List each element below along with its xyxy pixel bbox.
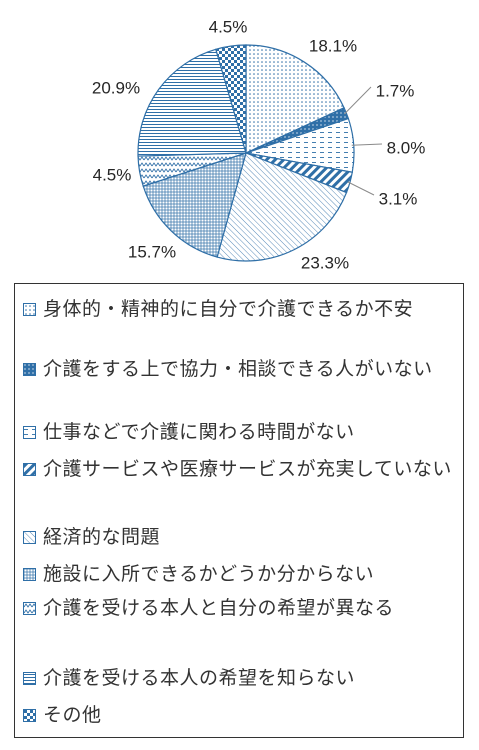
- leader-line: [351, 143, 383, 146]
- legend-item: 施設に入所できるかどうか分からない: [23, 561, 457, 588]
- legend-swatch: [23, 672, 36, 685]
- data-label: 18.1%: [309, 36, 357, 55]
- legend-item: 介護サービスや医療サービスが充実していない: [23, 456, 457, 483]
- legend-item: 身体的・精神的に自分で介護できるか不安: [23, 296, 457, 323]
- chart-legend: 身体的・精神的に自分で介護できるか不安 介護をする上で協力・相談できる人がいない…: [14, 283, 464, 738]
- leader-line: [344, 86, 372, 115]
- legend-swatch: [23, 602, 36, 615]
- data-label: 15.7%: [128, 242, 176, 261]
- legend-item: 経済的な問題: [23, 524, 457, 551]
- data-label: 23.3%: [301, 253, 349, 272]
- data-label: 3.1%: [379, 189, 418, 208]
- legend-item: 介護をする上で協力・相談できる人がいない: [23, 356, 457, 383]
- data-label: 1.7%: [376, 81, 415, 100]
- legend-swatch: [23, 568, 36, 581]
- legend-label: 身体的・精神的に自分で介護できるか不安: [43, 298, 414, 320]
- pie-chart: 18.1% 1.7% 8.0% 3.1% 23.3% 15.7% 4.5% 20.9% 4.5%: [92, 17, 426, 272]
- legend-label: 介護を受ける本人と自分の希望が異なる: [43, 597, 395, 619]
- pie-slice: [215, 44, 247, 154]
- pie-slice: [245, 44, 345, 154]
- data-label: 20.9%: [92, 78, 140, 97]
- legend-label: 介護をする上で協力・相談できる人がいない: [43, 358, 433, 380]
- data-label: 4.5%: [93, 165, 132, 184]
- legend-label: 施設に入所できるかどうか分からない: [43, 563, 375, 585]
- legend-swatch: [23, 709, 36, 722]
- pie-slice: [137, 48, 247, 157]
- legend-item: 介護を受ける本人の希望を知らない: [23, 665, 457, 692]
- legend-item: 仕事などで介護に関わる時間がない: [23, 419, 457, 446]
- legend-swatch: [23, 463, 36, 476]
- legend-swatch: [23, 363, 36, 376]
- legend-label: 仕事などで介護に関わる時間がない: [43, 421, 355, 443]
- pie-slice: [142, 152, 247, 258]
- legend-item: 介護を受ける本人と自分の希望が異なる: [23, 595, 457, 622]
- data-label: 8.0%: [387, 138, 426, 157]
- pie-slice: [216, 152, 348, 262]
- legend-label: その他: [43, 704, 102, 726]
- legend-swatch: [23, 426, 36, 439]
- legend-label: 経済的な問題: [43, 526, 161, 548]
- legend-label: 介護サービスや医療サービスが充実していない: [43, 458, 452, 480]
- leader-line: [347, 181, 375, 196]
- legend-swatch: [23, 531, 36, 544]
- legend-item: その他: [23, 702, 457, 729]
- data-label: 4.5%: [209, 17, 248, 36]
- legend-label: 介護を受ける本人の希望を知らない: [43, 667, 356, 689]
- legend-swatch: [23, 303, 36, 316]
